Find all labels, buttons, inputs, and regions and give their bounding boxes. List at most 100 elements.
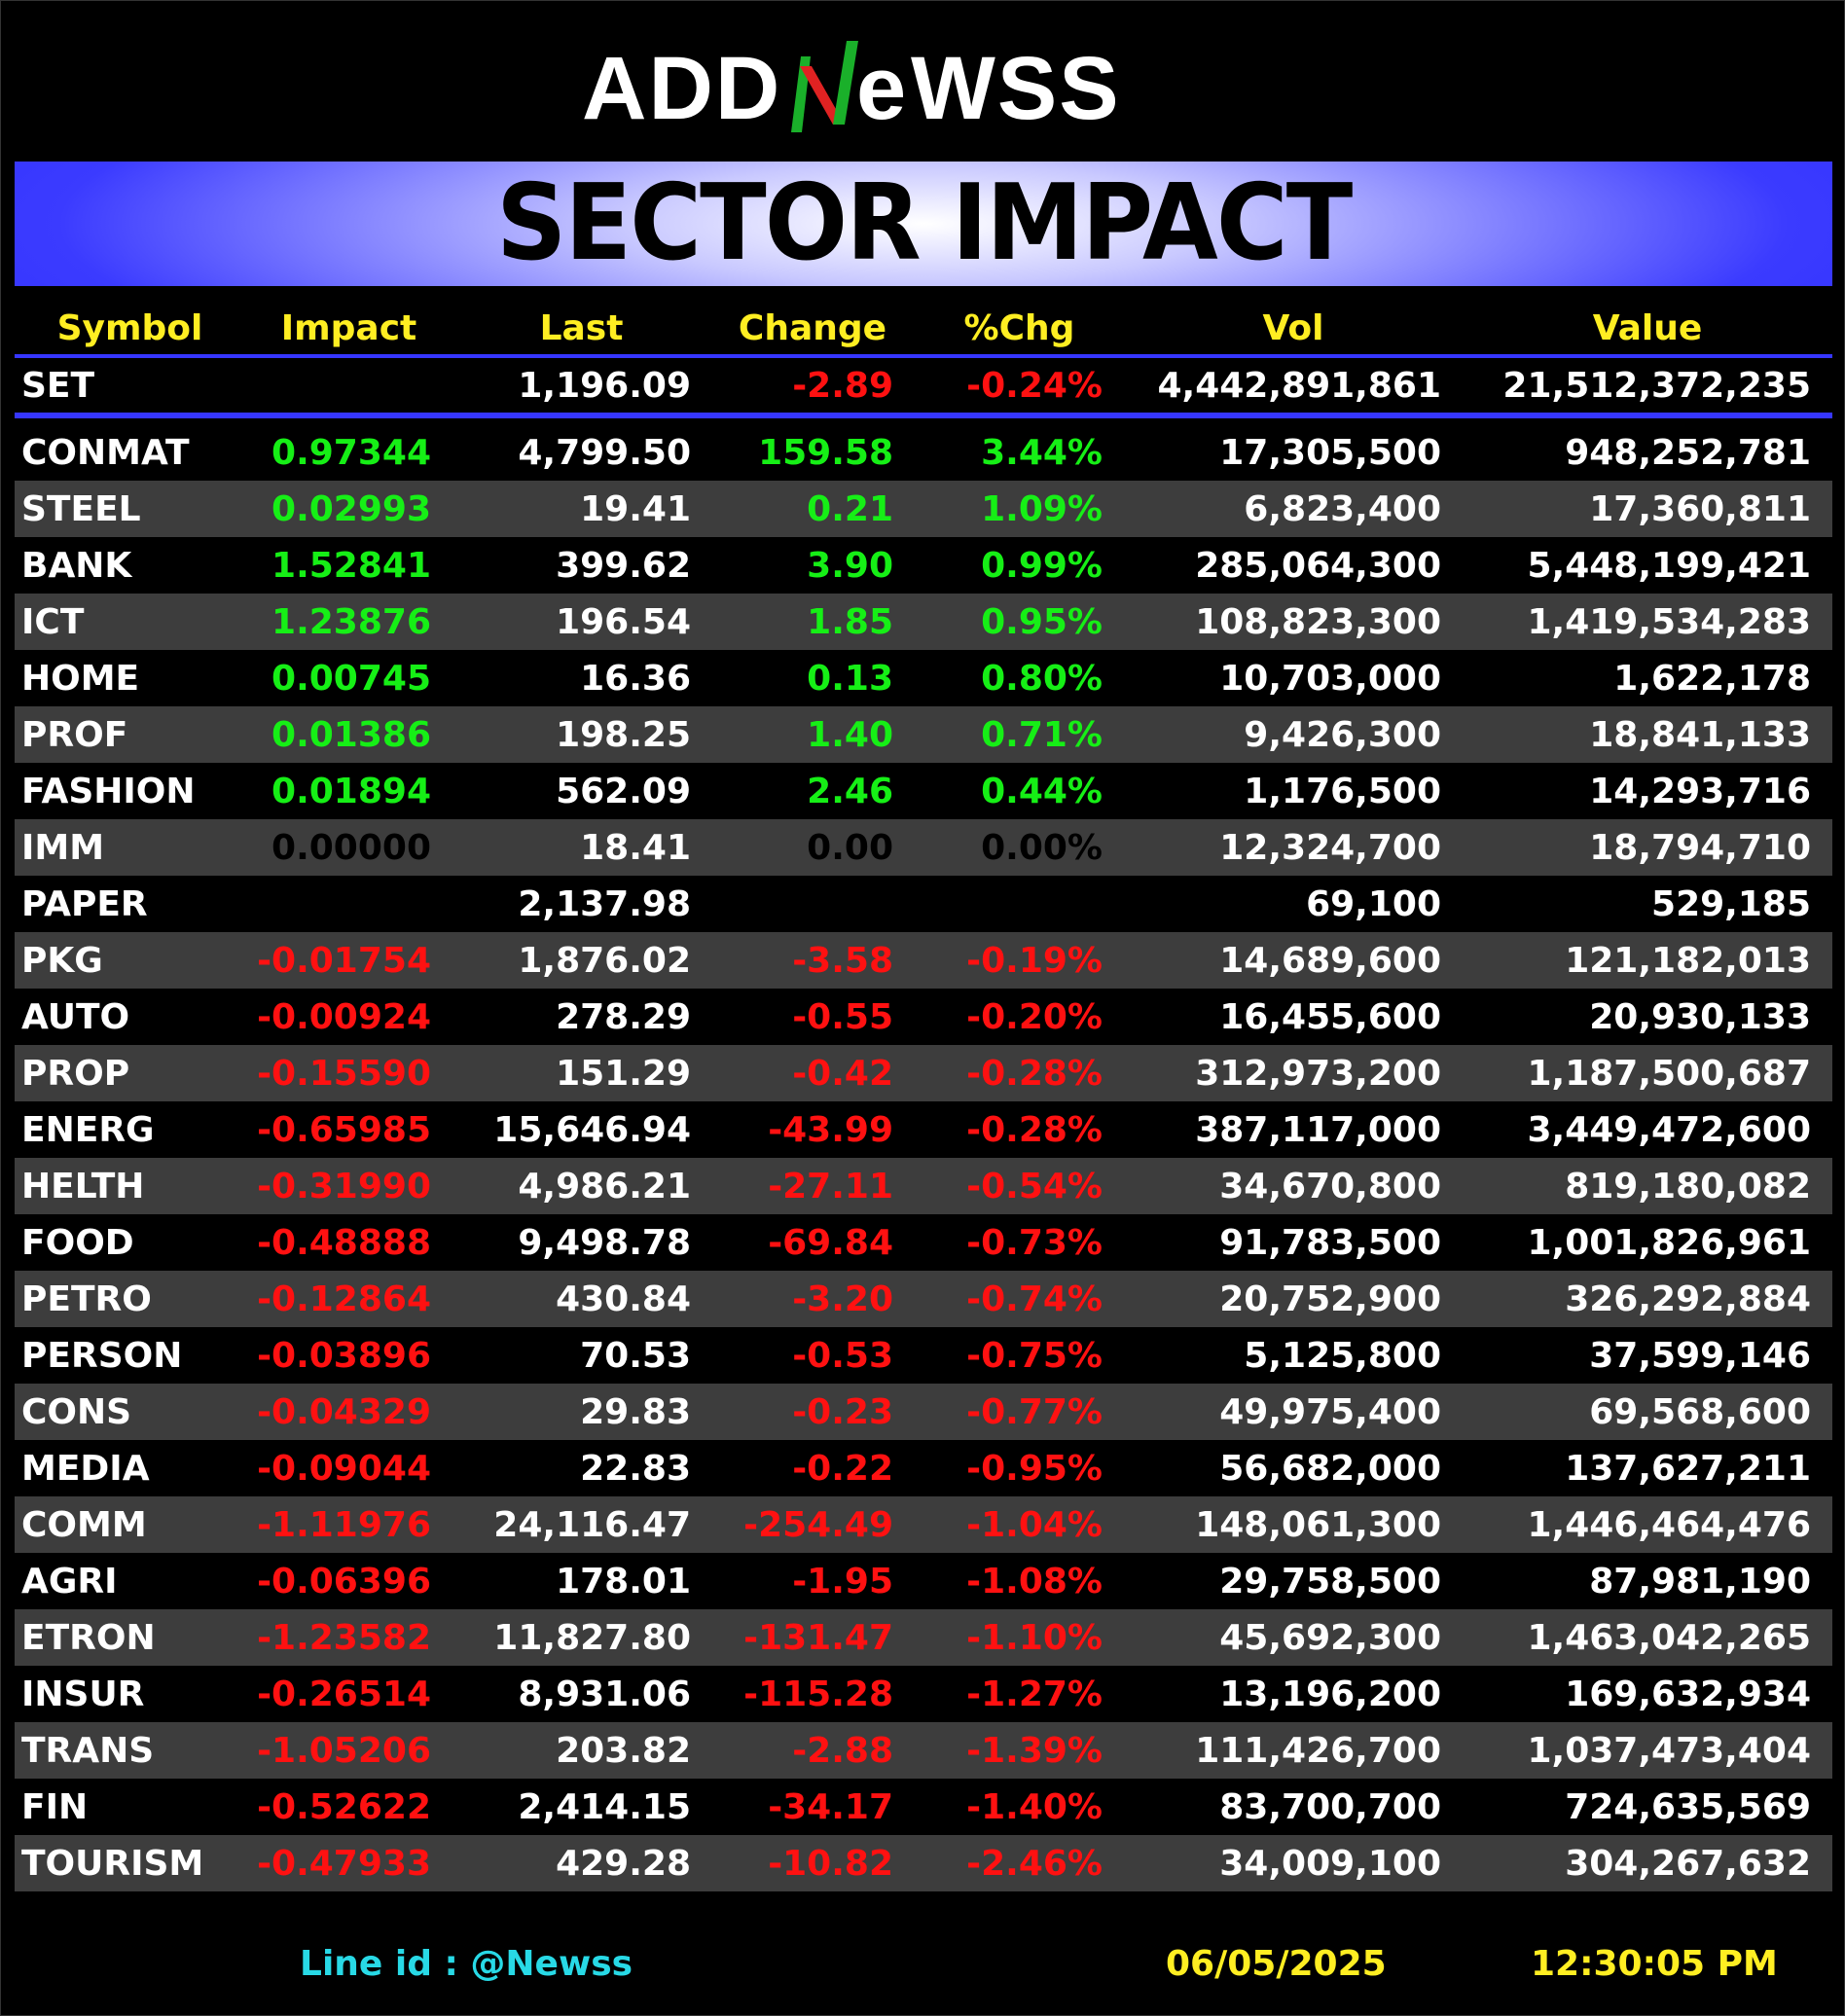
table-row: ENERG -0.65985 15,646.94 -43.99 -0.28% 387,11… — [15, 1101, 1832, 1158]
row-pct-change: -0.95% — [966, 1448, 1103, 1489]
row-impact: -0.31990 — [245, 1158, 452, 1214]
row-pct-change: 0.44% — [981, 771, 1103, 811]
row-symbol: BANK — [21, 545, 132, 586]
row-change: -0.53 — [792, 1335, 893, 1376]
row-impact: -0.26514 — [257, 1674, 431, 1714]
row-volume: 12,324,700 — [1124, 819, 1463, 876]
row-pct-change: -0.54% — [915, 1158, 1124, 1214]
row-symbol: MEDIA — [21, 1448, 150, 1489]
row-last: 278.29 — [556, 996, 691, 1037]
footer: Line id : @Newss 06/05/2025 12:30:05 PM — [0, 1944, 1845, 1993]
row-last: 430.84 — [452, 1271, 710, 1327]
row-impact: -0.48888 — [257, 1222, 431, 1263]
row-volume: 49,975,400 — [1124, 1384, 1463, 1440]
row-volume: 111,426,700 — [1124, 1722, 1463, 1779]
row-volume: 56,682,000 — [1219, 1448, 1441, 1489]
row-value: 17,360,811 — [1463, 481, 1832, 537]
row-value: 1,419,534,283 — [1463, 594, 1832, 650]
row-symbol: PROF — [15, 706, 245, 763]
row-symbol: ENERG — [21, 1109, 155, 1150]
row-last: 151.29 — [452, 1045, 710, 1101]
row-volume: 312,973,200 — [1124, 1045, 1463, 1101]
row-value: 819,180,082 — [1463, 1158, 1832, 1214]
table-row: HELTH -0.31990 4,986.21 -27.11 -0.54% 34,670,… — [15, 1158, 1832, 1214]
row-value: 529,185 — [1651, 883, 1811, 924]
row-impact — [245, 876, 452, 932]
row-change: 1.40 — [710, 706, 915, 763]
row-value: 69,568,600 — [1463, 1384, 1832, 1440]
row-pct-change: -1.10% — [915, 1609, 1124, 1666]
row-symbol: TRANS — [15, 1722, 245, 1779]
row-last: 196.54 — [452, 594, 710, 650]
row-value: 1,037,473,404 — [1463, 1722, 1832, 1779]
row-change: -2.88 — [710, 1722, 915, 1779]
row-impact: -0.65985 — [257, 1109, 431, 1150]
row-pct-change: -0.75% — [966, 1335, 1103, 1376]
header-value: Value — [1463, 302, 1832, 358]
row-change: -115.28 — [743, 1674, 893, 1714]
row-change: 2.46 — [807, 771, 893, 811]
row-last: 15,646.94 — [493, 1109, 691, 1150]
row-last: 4,986.21 — [452, 1158, 710, 1214]
banner-title: SECTOR IMPACT — [495, 162, 1353, 284]
row-volume: 14,689,600 — [1124, 932, 1463, 989]
logo-n-mark — [791, 41, 858, 132]
row-impact: -0.47933 — [245, 1835, 452, 1891]
table-row: ICT 1.23876 196.54 1.85 0.95% 108,823,300 1,41… — [15, 594, 1832, 650]
row-pct-change: -0.19% — [915, 932, 1124, 989]
row-pct-change: -0.74% — [915, 1271, 1124, 1327]
row-impact: -0.01754 — [245, 932, 452, 989]
row-change: -254.49 — [710, 1496, 915, 1553]
row-impact: 1.23876 — [245, 594, 452, 650]
row-volume: 387,117,000 — [1195, 1109, 1441, 1150]
row-value: 948,252,781 — [1565, 432, 1811, 473]
header-symbol: Symbol — [15, 302, 245, 358]
row-value: 5,448,199,421 — [1527, 545, 1811, 586]
row-volume: 5,125,800 — [1244, 1335, 1441, 1376]
row-symbol: AUTO — [21, 996, 130, 1037]
row-symbol: STEEL — [15, 481, 245, 537]
line-id-label: Line id : @Newss — [300, 1944, 633, 1984]
row-pct-change: -0.28% — [915, 1045, 1124, 1101]
logo-part-e: e — [856, 39, 906, 138]
set-symbol: SET — [15, 356, 245, 418]
row-volume: 29,758,500 — [1219, 1561, 1441, 1602]
row-change: -0.42 — [710, 1045, 915, 1101]
table-row: PERSON -0.03896 70.53 -0.53 -0.75% 5,125,800 3… — [15, 1327, 1832, 1384]
row-pct-change: -1.40% — [966, 1786, 1103, 1827]
row-value: 1,446,464,476 — [1463, 1496, 1832, 1553]
row-change: -34.17 — [768, 1786, 893, 1827]
row-change: -43.99 — [768, 1109, 893, 1150]
row-symbol: HOME — [21, 658, 140, 699]
row-change: 3.90 — [807, 545, 893, 586]
row-pct-change: -1.27% — [966, 1674, 1103, 1714]
row-value: 326,292,884 — [1463, 1271, 1832, 1327]
table-row: CONS -0.04329 29.83 -0.23 -0.77% 49,975,400 69… — [15, 1384, 1832, 1440]
row-symbol: CONS — [15, 1384, 245, 1440]
table-row: BANK 1.52841 399.62 3.90 0.99% 285,064,300 5,4… — [15, 537, 1832, 594]
addnewss-logo: ADD e WSS — [0, 23, 1845, 150]
row-value: 1,463,042,265 — [1463, 1609, 1832, 1666]
row-impact: 0.97344 — [271, 432, 431, 473]
row-volume: 45,692,300 — [1124, 1609, 1463, 1666]
header-change: Change — [710, 302, 915, 358]
row-symbol: PERSON — [21, 1335, 183, 1376]
row-change: -0.55 — [792, 996, 893, 1037]
set-volume: 4,442,891,861 — [1124, 356, 1463, 418]
row-impact: -0.15590 — [245, 1045, 452, 1101]
row-impact: -0.04329 — [245, 1384, 452, 1440]
row-pct-change: -0.73% — [966, 1222, 1103, 1263]
row-last: 2,137.98 — [518, 883, 691, 924]
header-impact: Impact — [245, 302, 452, 358]
row-value: 169,632,934 — [1565, 1674, 1811, 1714]
row-value: 304,267,632 — [1463, 1835, 1832, 1891]
row-last: 429.28 — [452, 1835, 710, 1891]
table-row: PROF 0.01386 198.25 1.40 0.71% 9,426,300 18,84… — [15, 706, 1832, 763]
row-change: -1.95 — [792, 1561, 893, 1602]
row-value: 14,293,716 — [1589, 771, 1811, 811]
row-last: 203.82 — [452, 1722, 710, 1779]
footer-date: 06/05/2025 — [1166, 1944, 1387, 1984]
sector-impact-table: Symbol Impact Last Change %Chg Vol Value… — [15, 302, 1832, 1891]
header-pct-change: %Chg — [915, 302, 1124, 358]
set-value: 21,512,372,235 — [1463, 356, 1832, 418]
